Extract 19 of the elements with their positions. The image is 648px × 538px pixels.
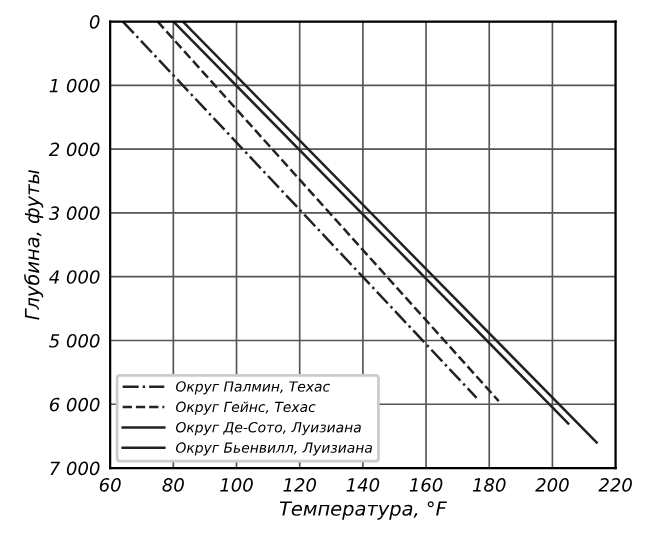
y-tick-label: 3 000 bbox=[48, 206, 100, 221]
x-tick-label: 80 bbox=[162, 478, 184, 492]
x-tick-label: 220 bbox=[598, 478, 632, 492]
y-tick-label: 4 000 bbox=[49, 270, 100, 284]
y-tick-label: 7 000 bbox=[50, 461, 100, 476]
x-tick-label: 180 bbox=[472, 478, 506, 492]
x-tick-label: 100 bbox=[220, 478, 253, 492]
x-tick-label: 120 bbox=[283, 478, 317, 492]
x-tick-label: 140 bbox=[346, 478, 380, 492]
y-tick-label: 0 bbox=[89, 14, 100, 29]
y-tick-label: 5 000 bbox=[49, 333, 100, 348]
y-tick-label: 2 000 bbox=[48, 142, 100, 157]
y-tick-label: 6 000 bbox=[49, 397, 100, 412]
y-axis-title: Глубина, футы bbox=[24, 170, 44, 320]
x-axis-title: Температура, °F bbox=[279, 501, 448, 520]
x-tick-label: 60 bbox=[99, 478, 121, 492]
y-tick-label: 1 000 bbox=[49, 78, 100, 93]
x-tick-label: 200 bbox=[535, 478, 569, 492]
x-tick-label: 160 bbox=[409, 478, 443, 492]
